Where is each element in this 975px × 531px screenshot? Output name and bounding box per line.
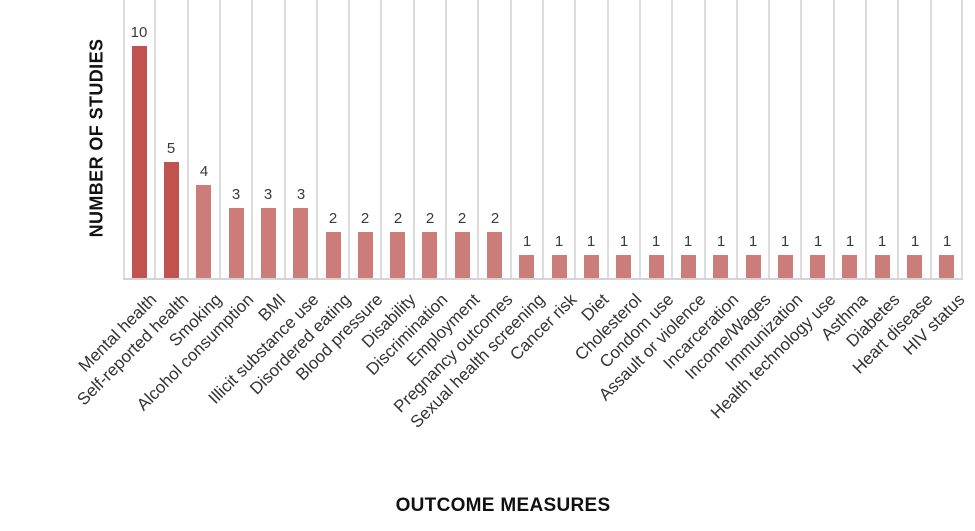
bar (584, 255, 599, 278)
bar-value-label: 1 (877, 233, 887, 250)
gridline (736, 0, 738, 278)
bar-value-label: 10 (130, 24, 148, 41)
bar (907, 255, 922, 278)
gridline (154, 0, 156, 278)
gridline (671, 0, 673, 278)
bar (939, 255, 954, 278)
bar (261, 208, 276, 278)
bar (842, 255, 857, 278)
bar-value-label: 2 (425, 210, 435, 227)
bar-value-label: 3 (263, 186, 273, 203)
bar-value-label: 1 (910, 233, 920, 250)
bar-value-label: 3 (231, 186, 241, 203)
bar (422, 232, 437, 278)
bar-value-label: 1 (716, 233, 726, 250)
gridline (187, 0, 189, 278)
bar (487, 232, 502, 278)
bar (681, 255, 696, 278)
gridline (961, 0, 963, 278)
bar-value-label: 2 (328, 210, 338, 227)
gridline (477, 0, 479, 278)
bar (229, 208, 244, 278)
bar-value-label: 1 (522, 233, 532, 250)
gridline (348, 0, 350, 278)
gridline (574, 0, 576, 278)
gridline (510, 0, 512, 278)
gridline (930, 0, 932, 278)
bar (713, 255, 728, 278)
bar (390, 232, 405, 278)
bar-value-label: 1 (619, 233, 629, 250)
bar (875, 255, 890, 278)
gridline (897, 0, 899, 278)
bar-value-label: 1 (748, 233, 758, 250)
bar (164, 162, 179, 278)
gridline (542, 0, 544, 278)
gridline (768, 0, 770, 278)
bar (746, 255, 761, 278)
bar (132, 46, 147, 278)
gridline (704, 0, 706, 278)
bar (519, 255, 534, 278)
bar-value-label: 3 (296, 186, 306, 203)
bar-value-label: 1 (683, 233, 693, 250)
gridline (284, 0, 286, 278)
gridline (123, 0, 125, 278)
gridline (833, 0, 835, 278)
bar-value-label: 1 (845, 233, 855, 250)
bar-value-label: 2 (457, 210, 467, 227)
bar (326, 232, 341, 278)
bar (778, 255, 793, 278)
x-axis-line (123, 278, 963, 280)
bar-value-label: 2 (360, 210, 370, 227)
bar-value-label: 1 (780, 233, 790, 250)
bar (196, 185, 211, 278)
bar-value-label: 1 (586, 233, 596, 250)
bar-value-label: 2 (490, 210, 500, 227)
gridline (413, 0, 415, 278)
bar (293, 208, 308, 278)
bar-value-label: 4 (199, 163, 209, 180)
bar-value-label: 1 (651, 233, 661, 250)
bar (810, 255, 825, 278)
gridline (865, 0, 867, 278)
bar-value-label: 1 (942, 233, 952, 250)
y-axis-title: NUMBER OF STUDIES (86, 38, 107, 238)
bar (552, 255, 567, 278)
gridline (380, 0, 382, 278)
gridline (251, 0, 253, 278)
bar-value-label: 2 (393, 210, 403, 227)
bar (616, 255, 631, 278)
x-axis-title: OUTCOME MEASURES (395, 495, 611, 516)
gridline (607, 0, 609, 278)
bar (649, 255, 664, 278)
gridline (639, 0, 641, 278)
plot-area: 10 5 4 3 3 3 2 2 2 2 2 2 1 1 1 1 1 1 1 1 1 1 1 1 1 1 (123, 0, 963, 280)
gridline (800, 0, 802, 278)
bar-value-label: 1 (813, 233, 823, 250)
gridline (445, 0, 447, 278)
gridline (316, 0, 318, 278)
bar-value-label: 1 (554, 233, 564, 250)
bar (358, 232, 373, 278)
bar (455, 232, 470, 278)
bar-value-label: 5 (166, 140, 176, 157)
gridline (219, 0, 221, 278)
